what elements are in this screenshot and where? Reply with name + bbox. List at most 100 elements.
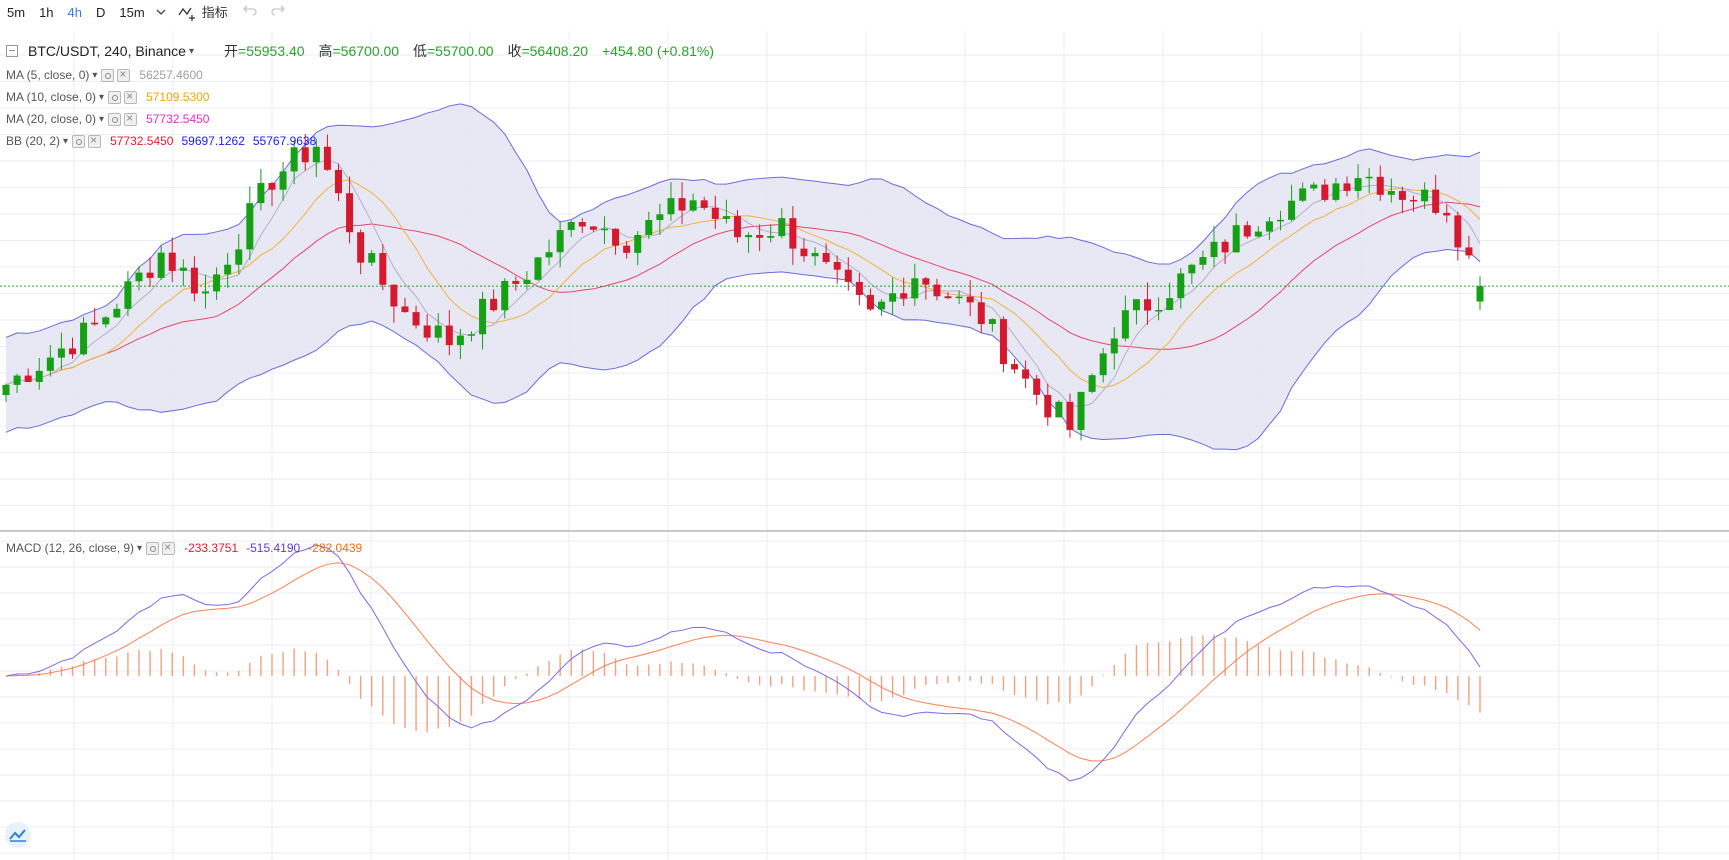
candle-body bbox=[290, 147, 298, 172]
ma20-chevron-icon[interactable]: ▾ bbox=[99, 113, 105, 125]
ma20-name[interactable]: MA (20, close, 0) bbox=[6, 112, 97, 126]
candle-body bbox=[977, 302, 985, 325]
candle-body bbox=[323, 146, 331, 170]
candle-body bbox=[1387, 191, 1395, 195]
bb-basis-value: 57732.5450 bbox=[110, 134, 174, 148]
candle-body bbox=[778, 218, 786, 237]
candle-body bbox=[1166, 298, 1174, 310]
candle-body bbox=[1011, 364, 1019, 370]
candle-body bbox=[346, 193, 354, 233]
candle-body bbox=[213, 274, 221, 292]
undo-icon[interactable] bbox=[236, 0, 264, 26]
macd-close-icon[interactable] bbox=[162, 540, 176, 555]
candle-body bbox=[124, 281, 132, 309]
ma10-chevron-icon[interactable]: ▾ bbox=[99, 91, 105, 103]
candle-body bbox=[235, 249, 243, 265]
candle-body bbox=[1332, 183, 1340, 200]
bb-close-icon[interactable] bbox=[88, 133, 102, 148]
candle-body bbox=[844, 269, 852, 282]
ma20-close-icon[interactable] bbox=[124, 111, 138, 126]
candle-body bbox=[1376, 176, 1384, 195]
bb-chevron-icon[interactable]: ▾ bbox=[63, 135, 69, 147]
ma20-eye-icon[interactable] bbox=[108, 112, 122, 126]
candle-body bbox=[1110, 338, 1118, 354]
redo-icon[interactable] bbox=[264, 0, 292, 26]
legend-ma5: MA (5, close, 0) ▾ 56257.4600 bbox=[6, 67, 203, 83]
candle-body bbox=[789, 218, 797, 249]
ma10-name[interactable]: MA (10, close, 0) bbox=[6, 90, 97, 104]
candle-body bbox=[1354, 178, 1362, 191]
macd-signal-line bbox=[5, 562, 1481, 762]
indicators-button[interactable]: 指标 bbox=[170, 0, 236, 26]
legend-bb: BB (20, 2) ▾ 57732.5450 59697.1262 55767… bbox=[6, 133, 317, 149]
candle-body bbox=[1088, 375, 1096, 392]
candle-body bbox=[113, 308, 121, 318]
interval-dropdown-chevron-icon[interactable] bbox=[152, 0, 170, 26]
candle-body bbox=[1343, 183, 1351, 191]
candle-body bbox=[423, 325, 431, 338]
candle-body bbox=[46, 357, 54, 371]
candle-body bbox=[612, 228, 620, 246]
candle-body bbox=[479, 298, 487, 335]
indicators-label: 指标 bbox=[201, 5, 228, 20]
macd-line bbox=[5, 544, 1481, 782]
tradingview-logo-icon[interactable] bbox=[5, 822, 31, 848]
low-value: =55700.00 bbox=[426, 43, 494, 59]
bb-name[interactable]: BB (20, 2) bbox=[6, 134, 61, 148]
collapse-legend-icon[interactable] bbox=[6, 45, 18, 57]
candle-body bbox=[80, 322, 88, 355]
candle-body bbox=[600, 228, 608, 231]
macd-eye-icon[interactable] bbox=[146, 541, 160, 555]
candle-body bbox=[157, 252, 165, 278]
interval-day-button[interactable]: D bbox=[96, 5, 106, 20]
candle-body bbox=[190, 267, 198, 294]
ma10-value: 57109.5300 bbox=[146, 90, 210, 104]
candle-body bbox=[900, 293, 908, 299]
candle-body bbox=[667, 198, 675, 215]
candle-body bbox=[878, 301, 886, 310]
candle-body bbox=[1410, 199, 1418, 202]
candle-body bbox=[57, 348, 65, 358]
interval-5m-button[interactable]: 5m bbox=[7, 5, 26, 20]
candle-body bbox=[1132, 299, 1140, 311]
candle-body bbox=[988, 319, 996, 325]
symbol-chevron-icon[interactable]: ▾ bbox=[188, 45, 194, 57]
candle-body bbox=[1421, 189, 1429, 202]
candle-body bbox=[1454, 215, 1462, 248]
macd-chevron-icon[interactable]: ▾ bbox=[137, 542, 143, 554]
interval-15m-button[interactable]: 15m bbox=[119, 5, 145, 20]
candle-body bbox=[711, 207, 719, 219]
candle-body bbox=[445, 325, 453, 346]
candle-body bbox=[1177, 273, 1185, 299]
candle-body bbox=[1288, 200, 1296, 220]
ma20-line bbox=[5, 201, 1481, 386]
macd-histogram-value: -233.3751 bbox=[184, 541, 239, 555]
candle-body bbox=[733, 216, 741, 238]
legend-ma20: MA (20, close, 0) ▾ 57732.5450 bbox=[6, 111, 209, 127]
candle-body bbox=[1243, 225, 1251, 237]
bb-eye-icon[interactable] bbox=[72, 134, 86, 148]
symbol-title[interactable]: BTC/USDT, 240, Binance bbox=[28, 43, 186, 59]
candle-body bbox=[933, 284, 941, 297]
high-value: =56700.00 bbox=[332, 43, 400, 59]
candle-body bbox=[578, 222, 586, 227]
bb-lower-value: 55767.9638 bbox=[252, 134, 317, 148]
candle-body bbox=[268, 183, 276, 190]
candle-body bbox=[634, 234, 642, 253]
ma10-eye-icon[interactable] bbox=[108, 90, 122, 104]
indicators-icon bbox=[178, 7, 195, 21]
ma5-eye-icon[interactable] bbox=[101, 68, 115, 82]
candle-body bbox=[357, 232, 365, 263]
candle-body bbox=[1321, 184, 1329, 200]
interval-1h-button[interactable]: 1h bbox=[39, 5, 54, 20]
ma5-close-icon[interactable] bbox=[117, 67, 131, 82]
ma10-close-icon[interactable] bbox=[124, 89, 138, 104]
candle-body bbox=[1232, 225, 1240, 253]
candle-body bbox=[645, 220, 653, 235]
ma5-name[interactable]: MA (5, close, 0) bbox=[6, 68, 90, 82]
interval-4h-button[interactable]: 4h bbox=[67, 5, 82, 20]
macd-name[interactable]: MACD (12, 26, close, 9) bbox=[6, 541, 135, 555]
ma5-chevron-icon[interactable]: ▾ bbox=[92, 69, 98, 81]
chart-area[interactable] bbox=[0, 31, 1729, 860]
candle-body bbox=[257, 183, 265, 204]
